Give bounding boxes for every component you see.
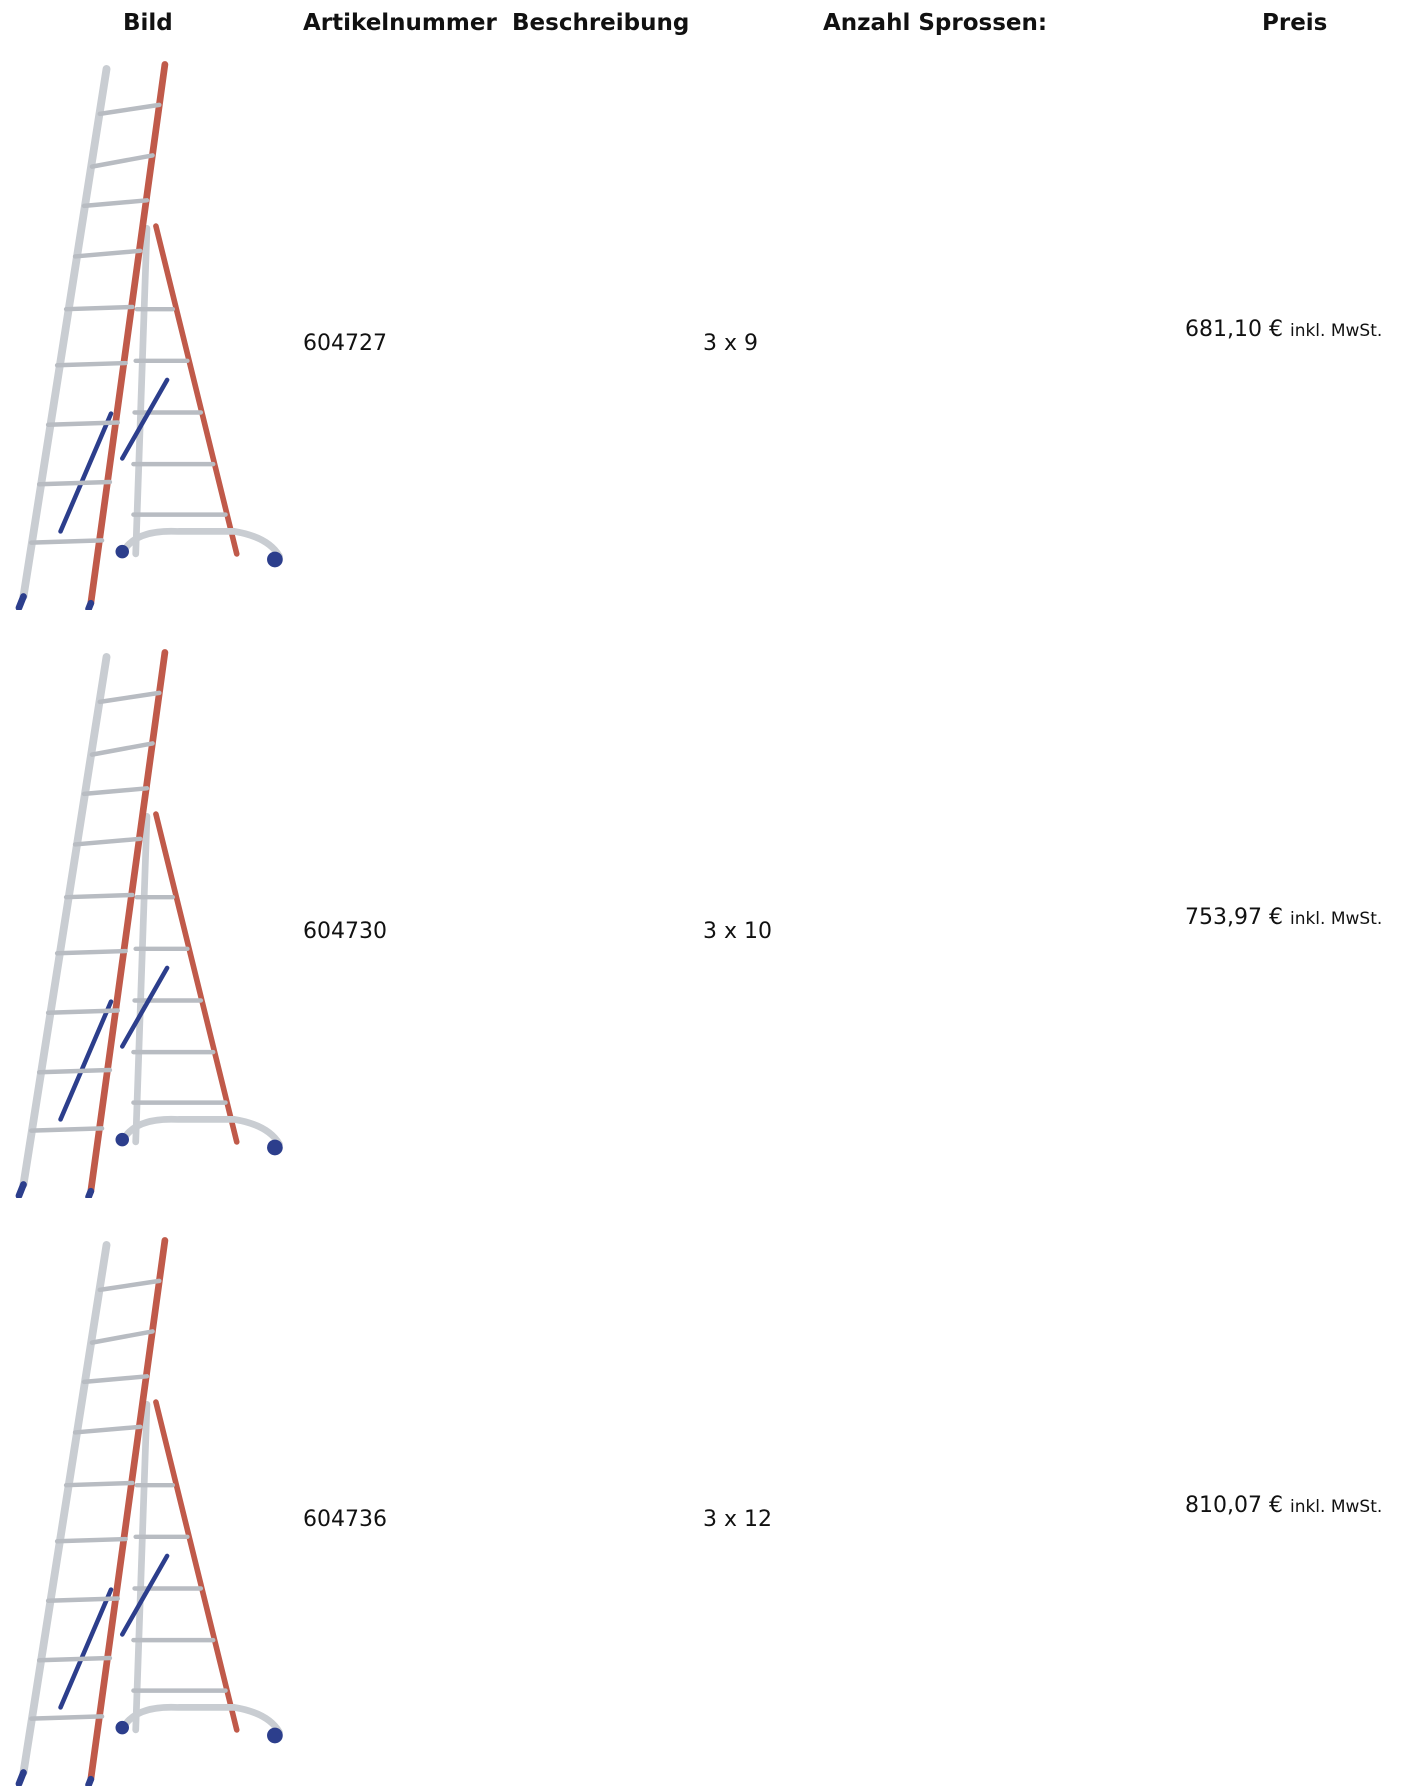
article-number: 604736 — [303, 1507, 387, 1532]
price-cell: 810,07 € inkl. MwSt. — [1185, 1493, 1382, 1518]
price-note: inkl. MwSt. — [1289, 321, 1383, 341]
ladder-graphic — [19, 64, 283, 608]
product-image — [10, 1231, 285, 1791]
price: 681,10 € — [1185, 317, 1283, 342]
column-header: Anzahl Sprossen: — [823, 10, 1048, 36]
price-cell: 681,10 € inkl. MwSt. — [1185, 317, 1382, 342]
rung-count: 3 x 10 — [703, 919, 772, 944]
article-number: 604727 — [303, 331, 387, 356]
price-note: inkl. MwSt. — [1289, 1497, 1383, 1517]
column-header: Artikelnummer — [303, 10, 497, 36]
price: 753,97 € — [1185, 905, 1283, 930]
rung-count: 3 x 9 — [703, 331, 758, 356]
column-header: Preis — [1262, 10, 1328, 36]
price: 810,07 € — [1185, 1493, 1283, 1518]
rung-count: 3 x 12 — [703, 1507, 772, 1532]
price-cell: 753,97 € inkl. MwSt. — [1185, 905, 1382, 930]
product-image — [10, 643, 285, 1203]
product-image — [10, 55, 285, 615]
article-number: 604730 — [303, 919, 387, 944]
ladder-graphic — [19, 652, 283, 1196]
column-header: Beschreibung — [512, 10, 690, 36]
price-note: inkl. MwSt. — [1289, 909, 1383, 929]
column-header: Bild — [123, 10, 173, 36]
ladder-graphic — [19, 1240, 283, 1784]
